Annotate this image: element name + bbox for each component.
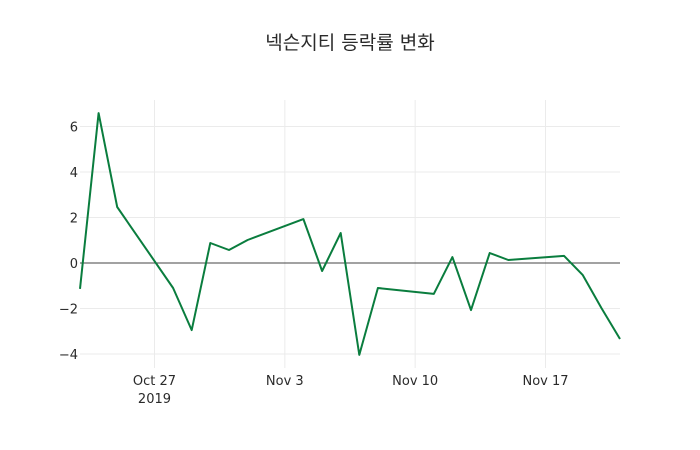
y-tick-label: −4 xyxy=(59,348,78,363)
gridlines xyxy=(80,100,620,368)
x-tick-year-label: 2019 xyxy=(138,392,171,407)
x-tick-label: Oct 27 xyxy=(133,374,176,389)
data-series xyxy=(79,112,621,356)
chart-title: 넥슨지티 등락률 변화 xyxy=(265,32,434,54)
x-tick-label: Nov 17 xyxy=(522,374,568,389)
series-line xyxy=(79,112,621,356)
x-tick-label: Nov 3 xyxy=(266,374,304,389)
y-tick-label: −2 xyxy=(59,303,78,318)
y-tick-label: 6 xyxy=(70,121,78,136)
y-tick-label: 2 xyxy=(70,212,78,227)
x-axis: Oct 27 2019 Nov 3 Nov 10 Nov 17 xyxy=(133,374,569,407)
y-tick-label: 0 xyxy=(70,257,78,272)
y-tick-label: 4 xyxy=(70,166,78,181)
y-axis: −4 −2 0 2 4 6 xyxy=(59,121,78,364)
x-tick-label: Nov 10 xyxy=(392,374,438,389)
